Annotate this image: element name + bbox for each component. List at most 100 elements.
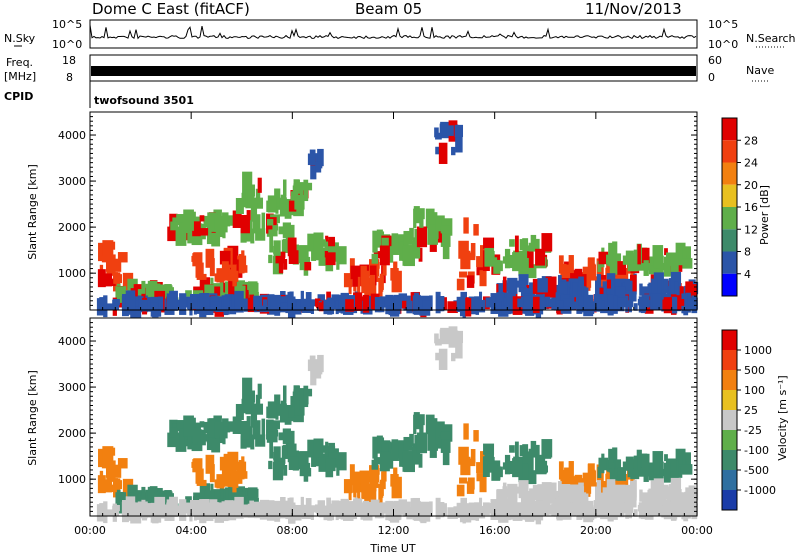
power-echo (456, 278, 465, 291)
power-echo (572, 282, 578, 301)
velocity-echo (199, 485, 208, 502)
velocity-echo (465, 504, 472, 523)
power-echo (221, 261, 229, 276)
power-echo (372, 230, 378, 253)
velocity-echo (394, 502, 401, 521)
power-echo (639, 283, 643, 296)
velocity-echo (651, 484, 658, 506)
power-echo (470, 243, 476, 258)
power-echo (252, 197, 264, 209)
velocity-echo (509, 445, 515, 453)
velocity-echo (406, 506, 413, 520)
velocity-echo (462, 505, 467, 514)
velocity-echo (603, 490, 607, 504)
power-echo (222, 212, 229, 225)
colorbar-tick-label: 8 (744, 246, 751, 259)
power-echo (414, 292, 419, 310)
nsky-label: N.Sky (4, 32, 36, 45)
power-echo (440, 225, 451, 234)
velocity-echo (470, 449, 476, 464)
velocity-echo (240, 435, 247, 449)
velocity-echo (261, 418, 266, 436)
velocity-echo (601, 506, 606, 514)
velocity-echo (414, 498, 419, 516)
power-echo (460, 250, 471, 270)
colorbar-segment (722, 390, 737, 410)
velocity-echo (440, 440, 451, 453)
power-echo (429, 212, 438, 232)
velocity-echo (106, 509, 113, 517)
velocity-echo (179, 499, 187, 521)
power-echo (671, 297, 678, 314)
velocity-echo (219, 456, 231, 471)
power-echo (311, 250, 317, 261)
power-echo (279, 200, 289, 217)
velocity-echo (364, 476, 370, 486)
velocity-echo (456, 484, 465, 497)
power-echo (219, 250, 231, 265)
velocity-echo (548, 504, 556, 513)
colorbar-segment (722, 140, 737, 163)
power-echo (465, 298, 472, 317)
power-echo (637, 298, 648, 306)
velocity-echo (459, 477, 468, 484)
power-echo (502, 276, 507, 297)
velocity-echo (278, 461, 284, 480)
velocity-echo (558, 487, 568, 502)
power-echo (566, 281, 571, 290)
velocity-echo (608, 448, 613, 469)
velocity-echo (275, 403, 284, 413)
velocity-echo (429, 450, 437, 458)
power-echo (596, 274, 602, 293)
velocity-echo (130, 502, 142, 524)
power-echo (528, 242, 540, 252)
velocity-echo (458, 446, 469, 465)
velocity-echo (96, 504, 105, 522)
velocity-echo (214, 479, 225, 488)
power-echo (436, 215, 445, 236)
power-echo (232, 210, 242, 228)
colorbar-segment (722, 229, 737, 252)
power-echo (328, 242, 339, 259)
velocity-echo (295, 386, 300, 400)
velocity-echo (456, 502, 463, 518)
x-tick-label: 20:00 (580, 524, 612, 537)
power-echo (610, 256, 615, 270)
velocity-echo (381, 443, 389, 459)
velocity-echo (110, 464, 122, 478)
velocity-echo (413, 412, 420, 430)
velocity-echo (476, 462, 485, 474)
velocity-echo (97, 475, 106, 494)
power-echo (402, 300, 408, 309)
power-echo (438, 142, 448, 164)
velocity-echo (652, 499, 662, 517)
velocity-echo (222, 418, 229, 431)
power-echo (307, 233, 318, 252)
velocity-echo (468, 502, 476, 521)
velocity-echo (535, 454, 546, 472)
power-echo (459, 299, 469, 317)
nsky-panel (89, 19, 698, 49)
power-echo (280, 194, 287, 204)
power-echo (226, 283, 230, 305)
velocity-echo (147, 486, 158, 507)
power-echo (573, 301, 582, 310)
velocity-echo (519, 445, 527, 457)
power-echo (263, 299, 268, 308)
power-echo (429, 244, 437, 252)
velocity-echo (221, 488, 228, 509)
colorbar-segment (722, 350, 737, 370)
velocity-echo (183, 415, 194, 437)
power-echo (248, 282, 259, 292)
power-echo (362, 294, 370, 313)
velocity-echo (248, 488, 259, 498)
velocity-echo (534, 444, 540, 458)
y-tick-label: 2000 (58, 221, 86, 234)
power-echo (440, 121, 450, 136)
velocity-echo (337, 459, 346, 468)
power-echo (294, 194, 305, 210)
colorbar-tick-label: 1000 (744, 344, 772, 357)
velocity-echo (434, 333, 439, 344)
power-echo (382, 262, 387, 276)
velocity-echo (210, 492, 221, 502)
